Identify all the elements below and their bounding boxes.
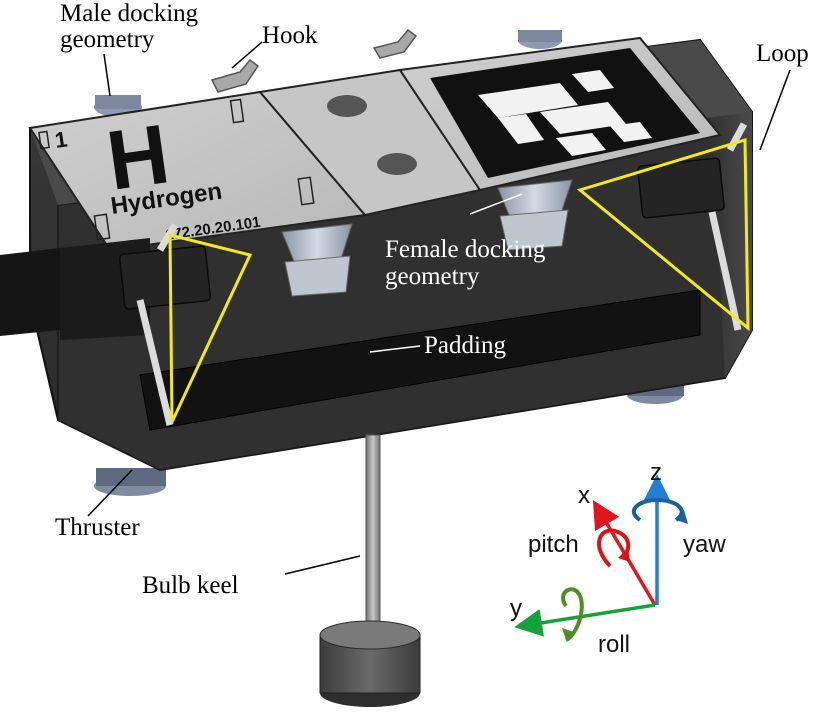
label-bulb-keel: Bulb keel — [142, 572, 239, 599]
hooks — [210, 28, 418, 93]
label-male-docking: Male docking — [60, 0, 199, 27]
loop-outlines — [168, 137, 750, 423]
male-docking-posts — [94, 30, 562, 117]
latch-mechanisms — [119, 122, 748, 426]
label-yaw: yaw — [683, 531, 726, 558]
label-z-axis: z — [650, 459, 662, 486]
top-plates — [28, 36, 722, 252]
label-male-docking-2: geometry — [60, 26, 155, 53]
label-female-docking-2: geometry — [385, 263, 480, 290]
label-pitch: pitch — [528, 531, 579, 558]
label-x-axis: x — [578, 482, 590, 509]
bulb-keel — [319, 434, 421, 707]
label-loop: Loop — [756, 40, 809, 67]
y-axis — [514, 603, 656, 637]
yaw-rotation-icon — [631, 497, 684, 522]
label-roll: roll — [598, 631, 631, 658]
female-docking-cones — [281, 179, 573, 297]
roll-rotation-icon — [561, 587, 584, 642]
label-y-axis: y — [510, 595, 522, 622]
plate-number: 1 — [53, 126, 69, 152]
coordinate-frame — [514, 474, 688, 642]
label-thruster: Thruster — [55, 514, 140, 541]
label-female-docking: Female docking — [385, 236, 546, 263]
label-hook: Hook — [262, 22, 318, 49]
plate-letter: H — [101, 106, 174, 208]
leader-lines — [87, 41, 791, 575]
label-padding: Padding — [424, 332, 506, 359]
